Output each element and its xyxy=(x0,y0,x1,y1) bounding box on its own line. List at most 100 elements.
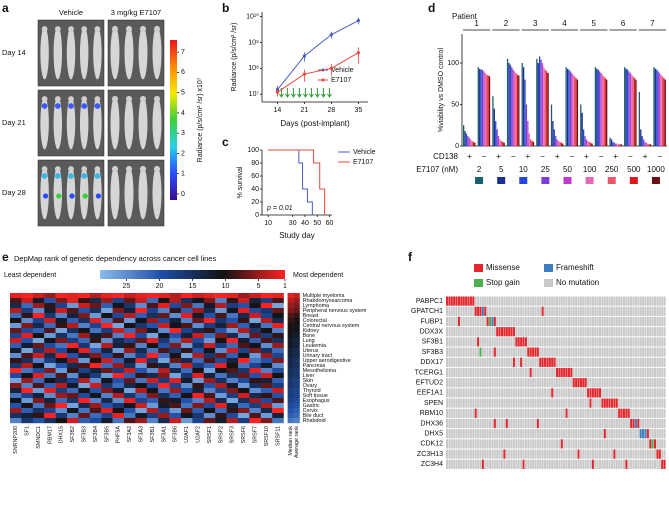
no-mutation-cell xyxy=(477,316,480,327)
no-mutation-cell xyxy=(553,398,556,408)
heatmap-cell xyxy=(226,298,239,304)
no-mutation-cell xyxy=(479,429,482,439)
mutation-cell xyxy=(639,429,642,439)
no-mutation-cell xyxy=(491,378,494,388)
no-mutation-cell xyxy=(539,449,542,459)
no-mutation-cell xyxy=(613,439,616,449)
heatmap-cell xyxy=(89,343,102,349)
mutation-cell xyxy=(477,306,480,316)
no-mutation-cell xyxy=(658,347,661,357)
no-mutation-cell xyxy=(663,398,666,408)
no-mutation-cell xyxy=(587,367,590,378)
no-mutation-cell xyxy=(596,408,599,418)
heatmap-cell xyxy=(55,328,68,334)
heatmap-cell xyxy=(272,353,284,359)
heatmap-cell xyxy=(226,308,239,314)
no-mutation-cell xyxy=(577,408,580,418)
heatmap-cell xyxy=(192,313,204,319)
heatmap-cell xyxy=(249,333,261,339)
mutation-cell xyxy=(524,337,527,347)
no-mutation-cell xyxy=(567,408,570,418)
mutation-cell xyxy=(584,378,587,388)
no-mutation-cell xyxy=(594,367,597,378)
bar xyxy=(508,63,510,147)
heatmap-cell xyxy=(89,293,102,299)
heatmap-cell xyxy=(238,413,250,419)
heatmap-cell xyxy=(44,313,56,319)
no-mutation-cell xyxy=(450,347,453,357)
no-mutation-cell xyxy=(524,418,527,429)
no-mutation-cell xyxy=(450,439,453,449)
no-mutation-cell xyxy=(656,408,659,418)
no-mutation-cell xyxy=(496,418,499,429)
no-mutation-cell xyxy=(472,429,475,439)
heatmap-cell xyxy=(238,343,250,349)
heatmap-cell xyxy=(146,408,159,414)
no-mutation-cell xyxy=(548,347,551,357)
no-mutation-cell xyxy=(534,439,537,449)
no-mutation-cell xyxy=(501,388,503,398)
heatmap-cell xyxy=(192,348,204,354)
no-mutation-cell xyxy=(651,316,654,327)
heatmap-cell xyxy=(215,368,227,374)
heatmap-cell xyxy=(181,293,193,299)
no-mutation-cell xyxy=(589,296,592,306)
rank-cell xyxy=(293,358,300,364)
no-mutation-cell xyxy=(603,306,606,316)
no-mutation-cell xyxy=(608,347,611,357)
bar xyxy=(644,141,646,146)
mutation-cell xyxy=(577,449,580,459)
no-mutation-cell xyxy=(625,347,628,357)
no-mutation-cell xyxy=(565,388,568,398)
heatmap-cell xyxy=(192,378,204,384)
no-mutation-cell xyxy=(546,429,549,439)
no-mutation-cell xyxy=(450,408,453,418)
no-mutation-cell xyxy=(620,388,623,398)
no-mutation-cell xyxy=(642,439,645,449)
no-mutation-cell xyxy=(651,459,654,469)
colorbar-tick-label: 15 xyxy=(189,283,197,290)
mutation-cell xyxy=(606,398,609,408)
no-mutation-cell xyxy=(448,459,451,469)
patient-label: 1 xyxy=(474,19,479,28)
rank-cell xyxy=(287,303,294,309)
patient-label: 4 xyxy=(562,19,567,28)
no-mutation-cell xyxy=(618,367,621,378)
no-mutation-cell xyxy=(489,439,492,449)
heatmap-cell xyxy=(101,343,113,349)
no-mutation-cell xyxy=(589,459,592,469)
heatmap-cell xyxy=(192,293,204,299)
no-mutation-cell xyxy=(658,378,661,388)
no-mutation-cell xyxy=(524,347,527,357)
no-mutation-cell xyxy=(642,459,645,469)
heatmap-cell xyxy=(67,403,79,409)
no-mutation-cell xyxy=(498,347,501,357)
mutation-cell xyxy=(596,388,599,398)
no-mutation-cell xyxy=(501,347,503,357)
column-label: SRSF2 xyxy=(218,426,224,443)
no-mutation-cell xyxy=(649,408,652,418)
no-mutation-cell xyxy=(541,347,544,357)
no-mutation-cell xyxy=(450,429,453,439)
no-mutation-cell xyxy=(486,296,489,306)
no-mutation-cell xyxy=(450,418,453,429)
no-mutation-cell xyxy=(479,449,482,459)
no-mutation-cell xyxy=(467,347,470,357)
no-mutation-cell xyxy=(460,357,463,367)
no-mutation-cell xyxy=(486,388,489,398)
mutation-cell xyxy=(577,378,580,388)
no-mutation-cell xyxy=(615,327,618,337)
heatmap-cell xyxy=(158,383,170,389)
no-mutation-cell xyxy=(453,429,456,439)
no-mutation-cell xyxy=(503,357,506,367)
no-mutation-cell xyxy=(534,388,537,398)
no-mutation-cell xyxy=(541,449,544,459)
heatmap-cell xyxy=(135,393,147,399)
no-mutation-cell xyxy=(532,316,535,327)
heatmap-cell xyxy=(124,323,136,329)
no-mutation-cell xyxy=(615,296,618,306)
no-mutation-cell xyxy=(556,398,558,408)
no-mutation-cell xyxy=(591,316,594,327)
no-mutation-cell xyxy=(594,296,597,306)
heatmap-cell xyxy=(101,378,113,384)
